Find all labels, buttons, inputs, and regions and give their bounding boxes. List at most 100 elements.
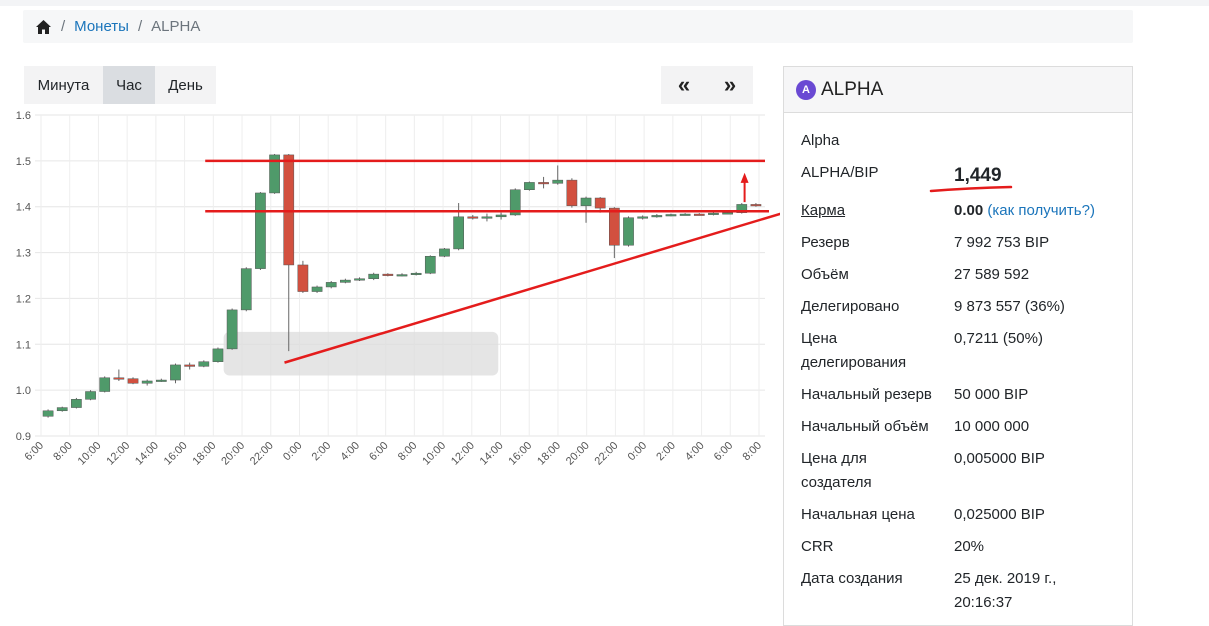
prev-page-button[interactable]: « [661,66,707,104]
candle-body [113,377,125,380]
y-tick-label: 1.6 [16,110,31,122]
candle-body [410,272,422,275]
karma-how-link[interactable]: (как получить?) [987,202,1095,219]
x-tick-label: 6:00 [712,440,736,464]
delegated-label: Делегировано [801,298,900,315]
candle-body [141,380,153,384]
up-arrow-icon [740,172,749,183]
next-page-button[interactable]: » [707,66,753,104]
deleg-price-label: Цена делегирования [801,327,951,375]
x-tick-label: 2:00 [654,440,678,464]
x-tick-label: 18:00 [535,440,563,468]
x-tick-label: 22:00 [248,440,276,468]
x-tick-label: 6:00 [367,440,391,464]
candle-body [240,268,252,311]
pair-label: ALPHA/BIP [801,164,879,181]
candle-body [524,182,535,190]
candle-body [693,213,705,216]
candle-body [651,215,663,218]
creator-price-value: 0,005000 BIP [954,450,1045,467]
x-tick-label: 14:00 [478,440,506,468]
volume-label: Объём [801,266,849,283]
creator-price-label-line2: создателя [801,474,872,491]
breadcrumb-separator: / [61,18,66,35]
breadcrumb-coins-link[interactable]: Монеты [74,18,129,35]
init-price-value: 0,025000 BIP [954,506,1045,523]
x-tick-label: 18:00 [190,440,218,468]
y-tick-label: 0.9 [16,431,31,443]
candle-body [311,286,323,292]
candle-body [439,248,450,257]
pager-group: « » [661,66,753,104]
candle-body [396,274,408,277]
x-tick-label: 4:00 [338,440,362,464]
candle-body [453,216,464,250]
x-tick-label: 16:00 [162,440,190,468]
candle-body [155,379,167,382]
y-tick-label: 1.3 [16,248,31,260]
x-tick-label: 16:00 [506,440,534,468]
candle-body [609,207,620,246]
candle-body [325,282,337,288]
panel-header: A ALPHA [784,67,1132,113]
reserve-label: Резерв [801,234,850,251]
coin-logo-icon: A [796,79,816,100]
candle-body [424,255,436,274]
candle-body [85,391,96,400]
trend-line [284,212,780,364]
coin-info-panel: A ALPHA Alpha ALPHA/BIP 1,449 Карма 0.00… [783,66,1133,626]
y-tick-label: 1.4 [16,202,31,214]
price-chart[interactable]: 0.91.01.11.21.31.41.51.66:00 8:00 10:00 12:… [0,106,780,476]
candle-body [538,182,549,185]
coin-name: Alpha [801,132,840,149]
init-volume-label: Начальный объём [801,418,929,435]
candle-body [679,213,691,216]
crr-label: CRR [801,538,834,555]
y-tick-label: 1.0 [16,385,31,397]
candle-body [552,179,564,184]
init-price-label: Начальная цена [801,506,915,523]
creator-price-label: Цена для создателя [801,447,951,495]
candle-body [481,216,493,219]
x-tick-label: 12:00 [449,440,477,468]
candle-body [566,179,578,207]
y-tick-label: 1.2 [16,293,31,305]
candle-body [722,212,733,215]
candle-body [198,361,210,367]
candle-body [56,407,68,412]
karma-value-wrap: 0.00 (как получить?) [954,199,1095,223]
created-date: 25 дек. 2019 г., [954,570,1057,587]
breadcrumb-current: ALPHA [151,18,201,35]
candle-body [594,197,606,209]
deleg-price-label-line1: Цена [801,330,838,347]
candle-body [340,279,351,283]
candle-body [665,214,677,217]
candle-body [368,273,380,279]
y-tick-label: 1.5 [16,156,31,168]
candle-body [623,217,634,246]
top-strip [0,0,1209,6]
timeframe-day-button[interactable]: День [155,66,216,104]
timeframe-minute-button[interactable]: Минута [24,66,103,104]
candle-body [637,216,649,219]
value-underline-mark [929,185,1013,193]
home-icon[interactable] [35,19,52,35]
x-tick-label: 10:00 [420,440,448,468]
candle-body [99,377,111,392]
candle-body [509,189,521,216]
timeframe-hour-button[interactable]: Час [103,66,155,104]
candle-body [226,309,238,350]
x-tick-label: 2:00 [310,440,334,464]
x-tick-label: 20:00 [219,440,247,468]
x-tick-label: 6:00 [22,440,46,464]
init-volume-value: 10 000 000 [954,418,1030,435]
candle-body [580,197,592,207]
x-tick-label: 20:00 [564,440,592,468]
panel-title: ALPHA [821,78,884,100]
candle-body [495,214,507,218]
candle-body [736,204,748,213]
candle-body [467,216,479,219]
deleg-price-value: 0,7211 (50%) [954,330,1043,347]
x-tick-label: 22:00 [593,440,621,468]
karma-label[interactable]: Карма [801,202,846,219]
